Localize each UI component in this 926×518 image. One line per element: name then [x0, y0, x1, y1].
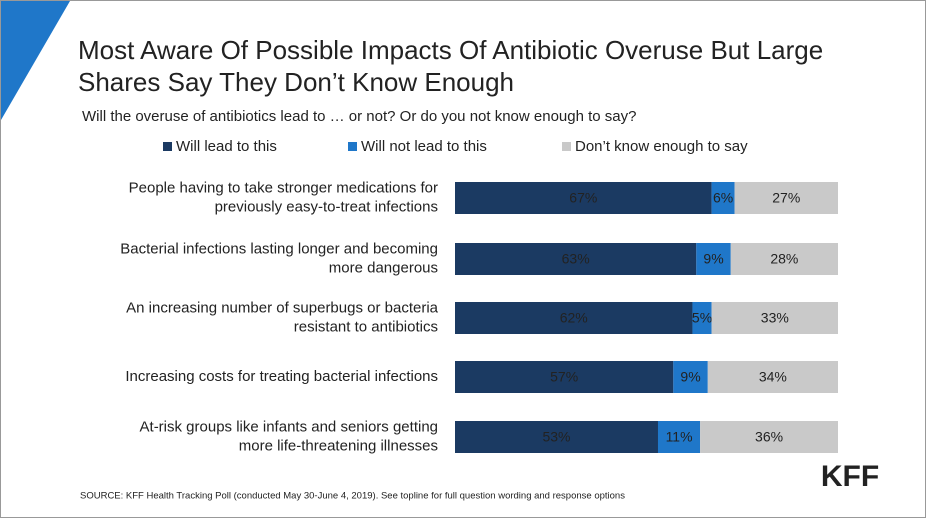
- value-label: 9%: [680, 369, 700, 385]
- y-tick-label: People having to take stronger medicatio…: [129, 179, 438, 196]
- value-label: 6%: [713, 190, 733, 206]
- value-label: 34%: [759, 369, 787, 385]
- value-label: 33%: [761, 310, 789, 326]
- value-label: 62%: [560, 310, 588, 326]
- y-tick-label: At-risk groups like infants and seniors …: [140, 418, 438, 435]
- legend-swatch: [163, 142, 172, 151]
- bar-segment: [711, 182, 735, 214]
- bar-segment: [455, 361, 674, 393]
- source: SOURCE: KFF Health Tracking Poll (conduc…: [80, 491, 625, 502]
- bar-segment: [455, 421, 658, 453]
- value-label: 27%: [772, 190, 800, 206]
- legend-label: Don’t know enough to say: [575, 138, 748, 155]
- y-tick-label: An increasing number of superbugs or bac…: [126, 299, 439, 316]
- bar-segment: [455, 302, 693, 334]
- legend-label: Will not lead to this: [361, 138, 487, 155]
- bar-segment: [711, 302, 838, 334]
- bar-segment: [673, 361, 708, 393]
- value-label: 11%: [666, 429, 693, 445]
- y-tick-label: more dangerous: [329, 259, 438, 276]
- y-tick-label: previously easy-to-treat infections: [215, 198, 438, 215]
- bar-segment: [700, 421, 838, 453]
- logo: KFF: [821, 460, 879, 493]
- y-tick-label: resistant to antibiotics: [294, 318, 438, 335]
- y-tick-label: Increasing costs for treating bacterial …: [125, 368, 438, 385]
- bar-segment: [455, 243, 697, 275]
- legend-swatch: [562, 142, 571, 151]
- chart-title: Most Aware Of Possible Impacts Of Antibi…: [78, 35, 823, 65]
- y-tick-label: more life-threatening illnesses: [239, 437, 438, 454]
- chart-subtitle: Will the overuse of antibiotics lead to …: [82, 108, 636, 125]
- bar-segment: [707, 361, 838, 393]
- value-label: 67%: [569, 190, 597, 206]
- corner-triangle: [1, 1, 70, 120]
- value-label: 5%: [692, 310, 712, 326]
- chart-title: Shares Say They Don’t Know Enough: [78, 67, 514, 97]
- value-label: 9%: [703, 251, 723, 267]
- value-label: 57%: [550, 369, 578, 385]
- value-label: 28%: [770, 251, 798, 267]
- bar-segment: [692, 302, 712, 334]
- y-tick-label: Bacterial infections lasting longer and …: [120, 240, 438, 257]
- value-label: 63%: [562, 251, 590, 267]
- value-label: 36%: [755, 429, 783, 445]
- bar-segment: [696, 243, 731, 275]
- legend-swatch: [348, 142, 357, 151]
- bar-segment: [730, 243, 838, 275]
- bar-segment: [657, 421, 701, 453]
- value-label: 53%: [542, 429, 570, 445]
- bar-segment: [734, 182, 838, 214]
- bar-segment: [455, 182, 712, 214]
- legend-label: Will lead to this: [176, 138, 277, 155]
